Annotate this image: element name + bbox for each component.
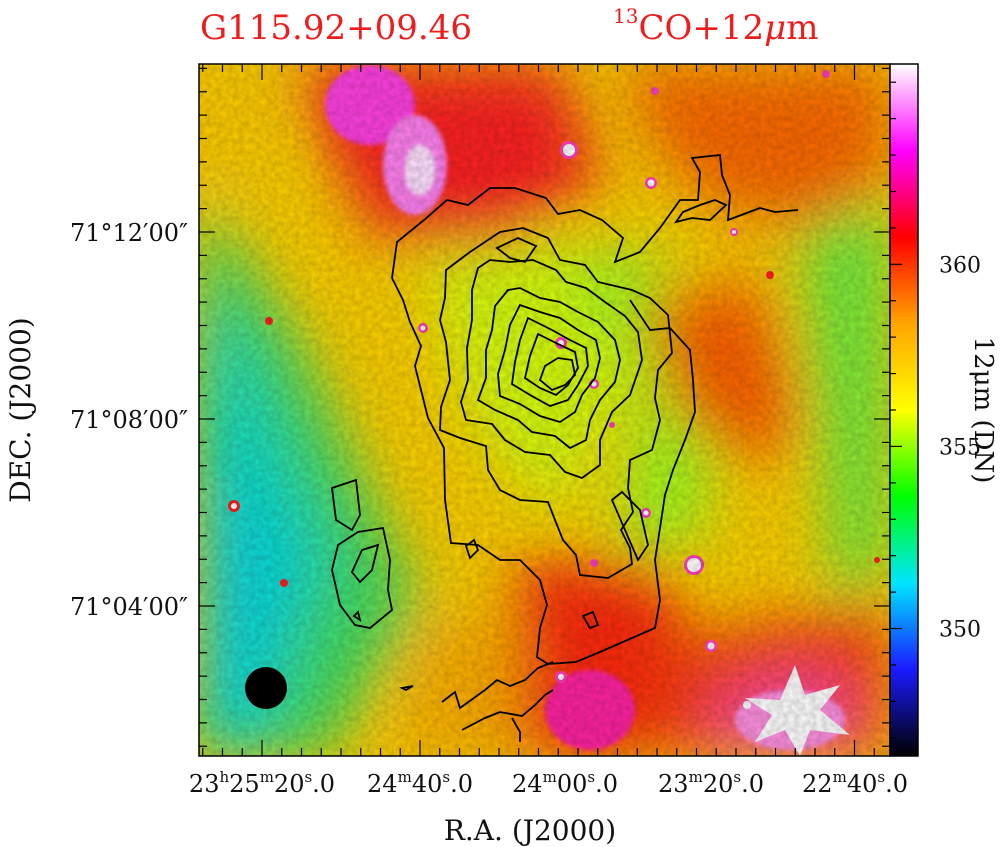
x-tick-label: 23h25m20s.0 xyxy=(189,768,335,798)
contour-small-3 xyxy=(610,490,649,562)
contour-level-4 xyxy=(476,287,621,450)
colorbar-label: 12μm (DN) xyxy=(968,337,998,484)
contour-level-3 xyxy=(460,259,643,480)
contour-south-3 xyxy=(511,717,521,742)
contour-peak-ne xyxy=(495,237,538,264)
x-tick-label: 24m40s.0 xyxy=(367,768,473,798)
colorbar-tick-label: 360 xyxy=(939,253,981,278)
contour-south-1 xyxy=(441,661,554,710)
tracer-label: CO+12 xyxy=(638,8,765,48)
contour-level-6 xyxy=(511,316,589,407)
colorbar-tick-label: 350 xyxy=(939,618,981,643)
contour-west-blob-mid xyxy=(331,526,393,629)
contour-small-1 xyxy=(464,538,480,560)
contour-south-2 xyxy=(461,689,554,731)
contour-small-2 xyxy=(581,610,600,630)
isotope-superscript: 13 xyxy=(613,4,639,28)
contour-west-blob-outer xyxy=(331,478,361,532)
beam-marker xyxy=(245,667,287,709)
tracer-unit-greek: μ xyxy=(764,8,787,48)
contour-west-blob-dot xyxy=(352,610,362,623)
axis-ticks xyxy=(199,64,890,756)
contour-level-5 xyxy=(497,303,601,423)
x-tick-labels: 23h25m20s.0 24m40s.0 24m00s.0 23m20s.0 22m40… xyxy=(189,768,908,798)
tracer-unit-end: m xyxy=(786,8,819,48)
contour-level-1 xyxy=(391,154,799,665)
tracer-title: 13CO+12μm xyxy=(613,4,819,48)
x-axis-title: R.A. (J2000) xyxy=(444,814,616,847)
x-tick-label: 24m00s.0 xyxy=(512,768,618,798)
colorbar-tick-label: 355 xyxy=(939,435,981,460)
co-contours xyxy=(331,154,799,742)
y-tick-label: 71°08′00″ xyxy=(70,406,188,434)
contour-level-8 xyxy=(538,357,576,392)
y-tick-labels: 71°12′00″ 71°08′00″ 71°04′00″ xyxy=(70,219,188,621)
contour-tiny xyxy=(399,685,414,692)
y-tick-label: 71°04′00″ xyxy=(70,593,188,621)
contour-level-2 xyxy=(439,227,673,579)
y-tick-label: 71°12′00″ xyxy=(70,219,188,247)
intensity-image xyxy=(199,64,890,756)
contour-level-7 xyxy=(523,332,579,397)
x-tick-label: 22m40s.0 xyxy=(802,768,908,798)
x-tick-label: 23m20s.0 xyxy=(658,768,764,798)
source-title: G115.92+09.46 xyxy=(200,8,472,48)
contour-west-blob-inner xyxy=(350,543,380,584)
y-axis-title: DEC. (J2000) xyxy=(4,317,37,502)
colorbar-ticks: 350 355 360 xyxy=(890,81,981,739)
contour-ne-arm xyxy=(673,199,728,224)
